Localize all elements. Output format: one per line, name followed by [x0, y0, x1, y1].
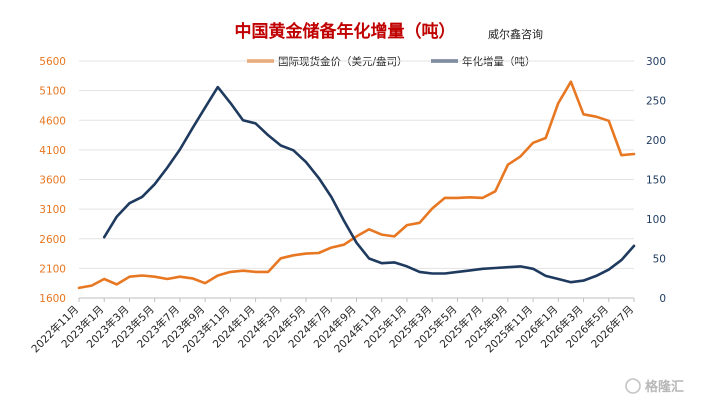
- gridlines: [79, 60, 634, 299]
- x-axis-ticks: 2022年11月2023年1月2023年3月2023年5月2023年7月2023…: [29, 298, 636, 355]
- series-lines: [77, 80, 636, 290]
- right-axis-tick-label: 0: [659, 293, 666, 305]
- watermark-logo-icon: [625, 378, 641, 394]
- gold-price-line: [77, 80, 636, 290]
- left-axis-tick-label: 5100: [39, 86, 66, 98]
- reserve-increment-line: [102, 85, 636, 284]
- left-axis-tick-label: 3600: [39, 175, 66, 187]
- left-axis-tick-label: 1600: [39, 293, 66, 305]
- left-axis-tick-label: 5600: [39, 56, 66, 68]
- right-axis-tick-label: 50: [653, 254, 666, 266]
- watermark: 格隆汇: [625, 378, 684, 395]
- left-axis-tick-label: 2100: [39, 263, 66, 275]
- right-axis-tick-label: 200: [646, 135, 666, 147]
- chart-title: 中国黄金储备年化增量（吨）: [235, 21, 456, 42]
- left-axis-tick-label: 4600: [39, 115, 66, 127]
- watermark-text: 格隆汇: [645, 379, 684, 395]
- chart-subtitle: 威尔鑫咨询: [488, 27, 543, 41]
- right-axis-ticks: 0 50 100 150 200 250 300: [646, 56, 666, 305]
- right-axis-tick-label: 150: [646, 175, 666, 187]
- left-axis-tick-label: 4100: [39, 145, 66, 157]
- left-axis-tick-label: 3100: [39, 204, 66, 216]
- right-axis-tick-label: 100: [646, 214, 666, 226]
- left-axis-ticks: 1600 2100 2600 3100 3600 4100 4600 5100 5600: [39, 56, 66, 305]
- right-axis-tick-label: 300: [646, 56, 666, 68]
- right-axis-tick-label: 250: [646, 96, 666, 108]
- left-axis-tick-label: 2600: [39, 234, 66, 246]
